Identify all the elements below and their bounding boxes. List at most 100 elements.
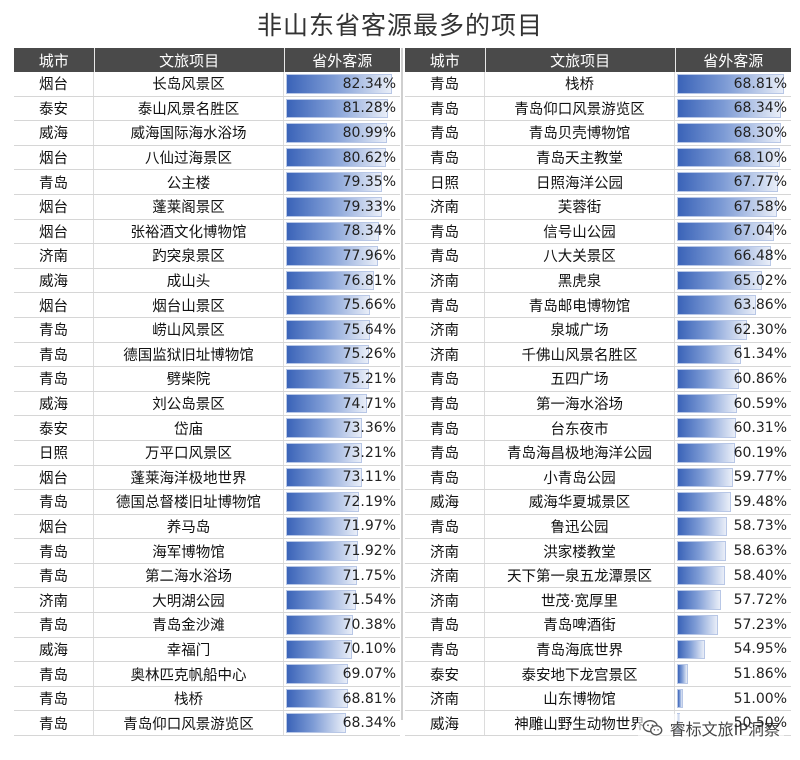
pct-label: 75.66% xyxy=(342,297,396,314)
table-row: 青岛 奥林匹克帆船中心 69.07% xyxy=(14,662,400,687)
city-cell: 烟台 xyxy=(14,145,94,170)
city-cell: 青岛 xyxy=(405,613,485,637)
project-cell: 崂山风景区 xyxy=(94,317,284,342)
data-bar xyxy=(677,295,756,315)
project-cell: 德国总督楼旧址博物馆 xyxy=(94,490,284,514)
city-cell: 青岛 xyxy=(405,416,485,440)
left-table-header: 城市 文旅项目 省外客源 xyxy=(14,48,400,72)
city-cell: 济南 xyxy=(405,686,485,711)
city-cell: 威海 xyxy=(14,637,94,662)
pct-cell: 82.34% xyxy=(284,72,400,96)
data-bar xyxy=(286,688,348,709)
pct-label: 74.71% xyxy=(342,395,396,412)
city-cell: 威海 xyxy=(405,490,485,514)
pct-label: 81.28% xyxy=(342,100,396,117)
pct-label: 60.31% xyxy=(733,420,787,437)
table-row: 烟台 养马岛 71.97% xyxy=(14,514,400,540)
pct-cell: 60.31% xyxy=(675,416,791,440)
pct-cell: 75.64% xyxy=(284,318,400,342)
pct-cell: 77.96% xyxy=(284,244,400,268)
watermark: 睿标文旅IP洞察 xyxy=(637,714,784,742)
pct-cell: 75.66% xyxy=(284,293,400,317)
project-cell: 信号山公园 xyxy=(485,219,675,244)
pct-label: 60.19% xyxy=(733,444,787,461)
city-cell: 济南 xyxy=(405,563,485,588)
data-bar xyxy=(286,196,382,217)
pct-cell: 68.34% xyxy=(284,711,400,735)
city-cell: 青岛 xyxy=(405,121,485,145)
table-row: 济南 趵突泉景区 77.96% xyxy=(14,244,400,269)
city-cell: 威海 xyxy=(14,268,94,293)
pct-label: 58.63% xyxy=(733,543,787,560)
project-cell: 世茂·宽厚里 xyxy=(485,588,675,613)
pct-cell: 68.10% xyxy=(675,146,791,170)
project-cell: 海军博物馆 xyxy=(94,539,284,563)
pct-cell: 73.11% xyxy=(284,466,400,490)
city-cell: 青岛 xyxy=(14,711,94,736)
pct-cell: 60.19% xyxy=(675,441,791,465)
pct-label: 70.38% xyxy=(342,616,396,633)
pct-label: 68.34% xyxy=(342,715,396,732)
pct-label: 58.40% xyxy=(733,567,787,584)
table-row: 济南 天下第一泉五龙潭景区 58.40% xyxy=(405,563,791,589)
city-cell: 青岛 xyxy=(405,440,485,465)
data-bar xyxy=(286,344,369,365)
data-bar xyxy=(677,74,784,94)
pct-label: 60.86% xyxy=(733,370,787,387)
pct-label: 65.02% xyxy=(733,272,787,289)
table-row: 济南 芙蓉街 67.58% xyxy=(405,194,791,220)
table-divider xyxy=(401,48,403,720)
pct-cell: 51.86% xyxy=(675,662,791,686)
data-bar xyxy=(286,418,362,438)
project-cell: 青岛仰口风景游览区 xyxy=(94,711,284,736)
project-cell: 幸福门 xyxy=(94,637,284,662)
city-cell: 青岛 xyxy=(14,613,94,637)
pct-cell: 51.00% xyxy=(675,687,791,711)
project-cell: 威海国际海水浴场 xyxy=(94,121,284,145)
project-cell: 岱庙 xyxy=(94,416,284,440)
project-cell: 台东夜市 xyxy=(485,416,675,440)
project-cell: 洪家楼教堂 xyxy=(485,539,675,563)
pct-cell: 81.28% xyxy=(284,97,400,121)
pct-cell: 67.04% xyxy=(675,220,791,244)
table-row: 青岛 青岛天主教堂 68.10% xyxy=(405,145,791,171)
project-cell: 栈桥 xyxy=(485,72,675,96)
table-row: 青岛 德国总督楼旧址博物馆 72.19% xyxy=(14,490,400,515)
city-cell: 威海 xyxy=(14,391,94,416)
project-cell: 小青岛公园 xyxy=(485,465,675,490)
table-row: 烟台 八仙过海景区 80.62% xyxy=(14,145,400,171)
city-cell: 青岛 xyxy=(405,293,485,317)
data-bar xyxy=(286,221,379,242)
project-cell: 青岛天主教堂 xyxy=(485,145,675,170)
pct-cell: 65.02% xyxy=(675,269,791,293)
project-cell: 泰安地下龙宫景区 xyxy=(485,662,675,686)
pct-label: 77.96% xyxy=(342,247,396,264)
city-cell: 济南 xyxy=(405,342,485,367)
pct-cell: 71.97% xyxy=(284,515,400,539)
project-cell: 青岛贝壳博物馆 xyxy=(485,121,675,145)
project-cell: 万平口风景区 xyxy=(94,440,284,465)
city-cell: 威海 xyxy=(14,121,94,145)
pct-label: 71.75% xyxy=(342,567,396,584)
project-cell: 芙蓉街 xyxy=(485,194,675,219)
city-cell: 青岛 xyxy=(14,170,94,194)
data-bar xyxy=(677,516,727,537)
data-bar xyxy=(286,74,392,94)
city-cell: 烟台 xyxy=(14,194,94,219)
data-bar xyxy=(677,98,781,119)
table-row: 泰安 泰安地下龙宫景区 51.86% xyxy=(405,662,791,687)
table-row: 青岛 青岛邮电博物馆 63.86% xyxy=(405,293,791,318)
pct-cell: 54.95% xyxy=(675,638,791,662)
pct-cell: 70.38% xyxy=(284,613,400,637)
data-bar xyxy=(677,467,733,488)
pct-cell: 73.21% xyxy=(284,441,400,465)
data-bar xyxy=(677,147,780,168)
project-cell: 青岛金沙滩 xyxy=(94,613,284,637)
watermark-text: 睿标文旅IP洞察 xyxy=(669,720,780,739)
city-cell: 青岛 xyxy=(405,219,485,244)
pct-cell: 76.81% xyxy=(284,269,400,293)
table-row: 济南 大明湖公园 71.54% xyxy=(14,588,400,614)
table-row: 烟台 张裕酒文化博物馆 78.34% xyxy=(14,219,400,245)
pct-cell: 80.62% xyxy=(284,146,400,170)
table-row: 烟台 烟台山景区 75.66% xyxy=(14,293,400,318)
